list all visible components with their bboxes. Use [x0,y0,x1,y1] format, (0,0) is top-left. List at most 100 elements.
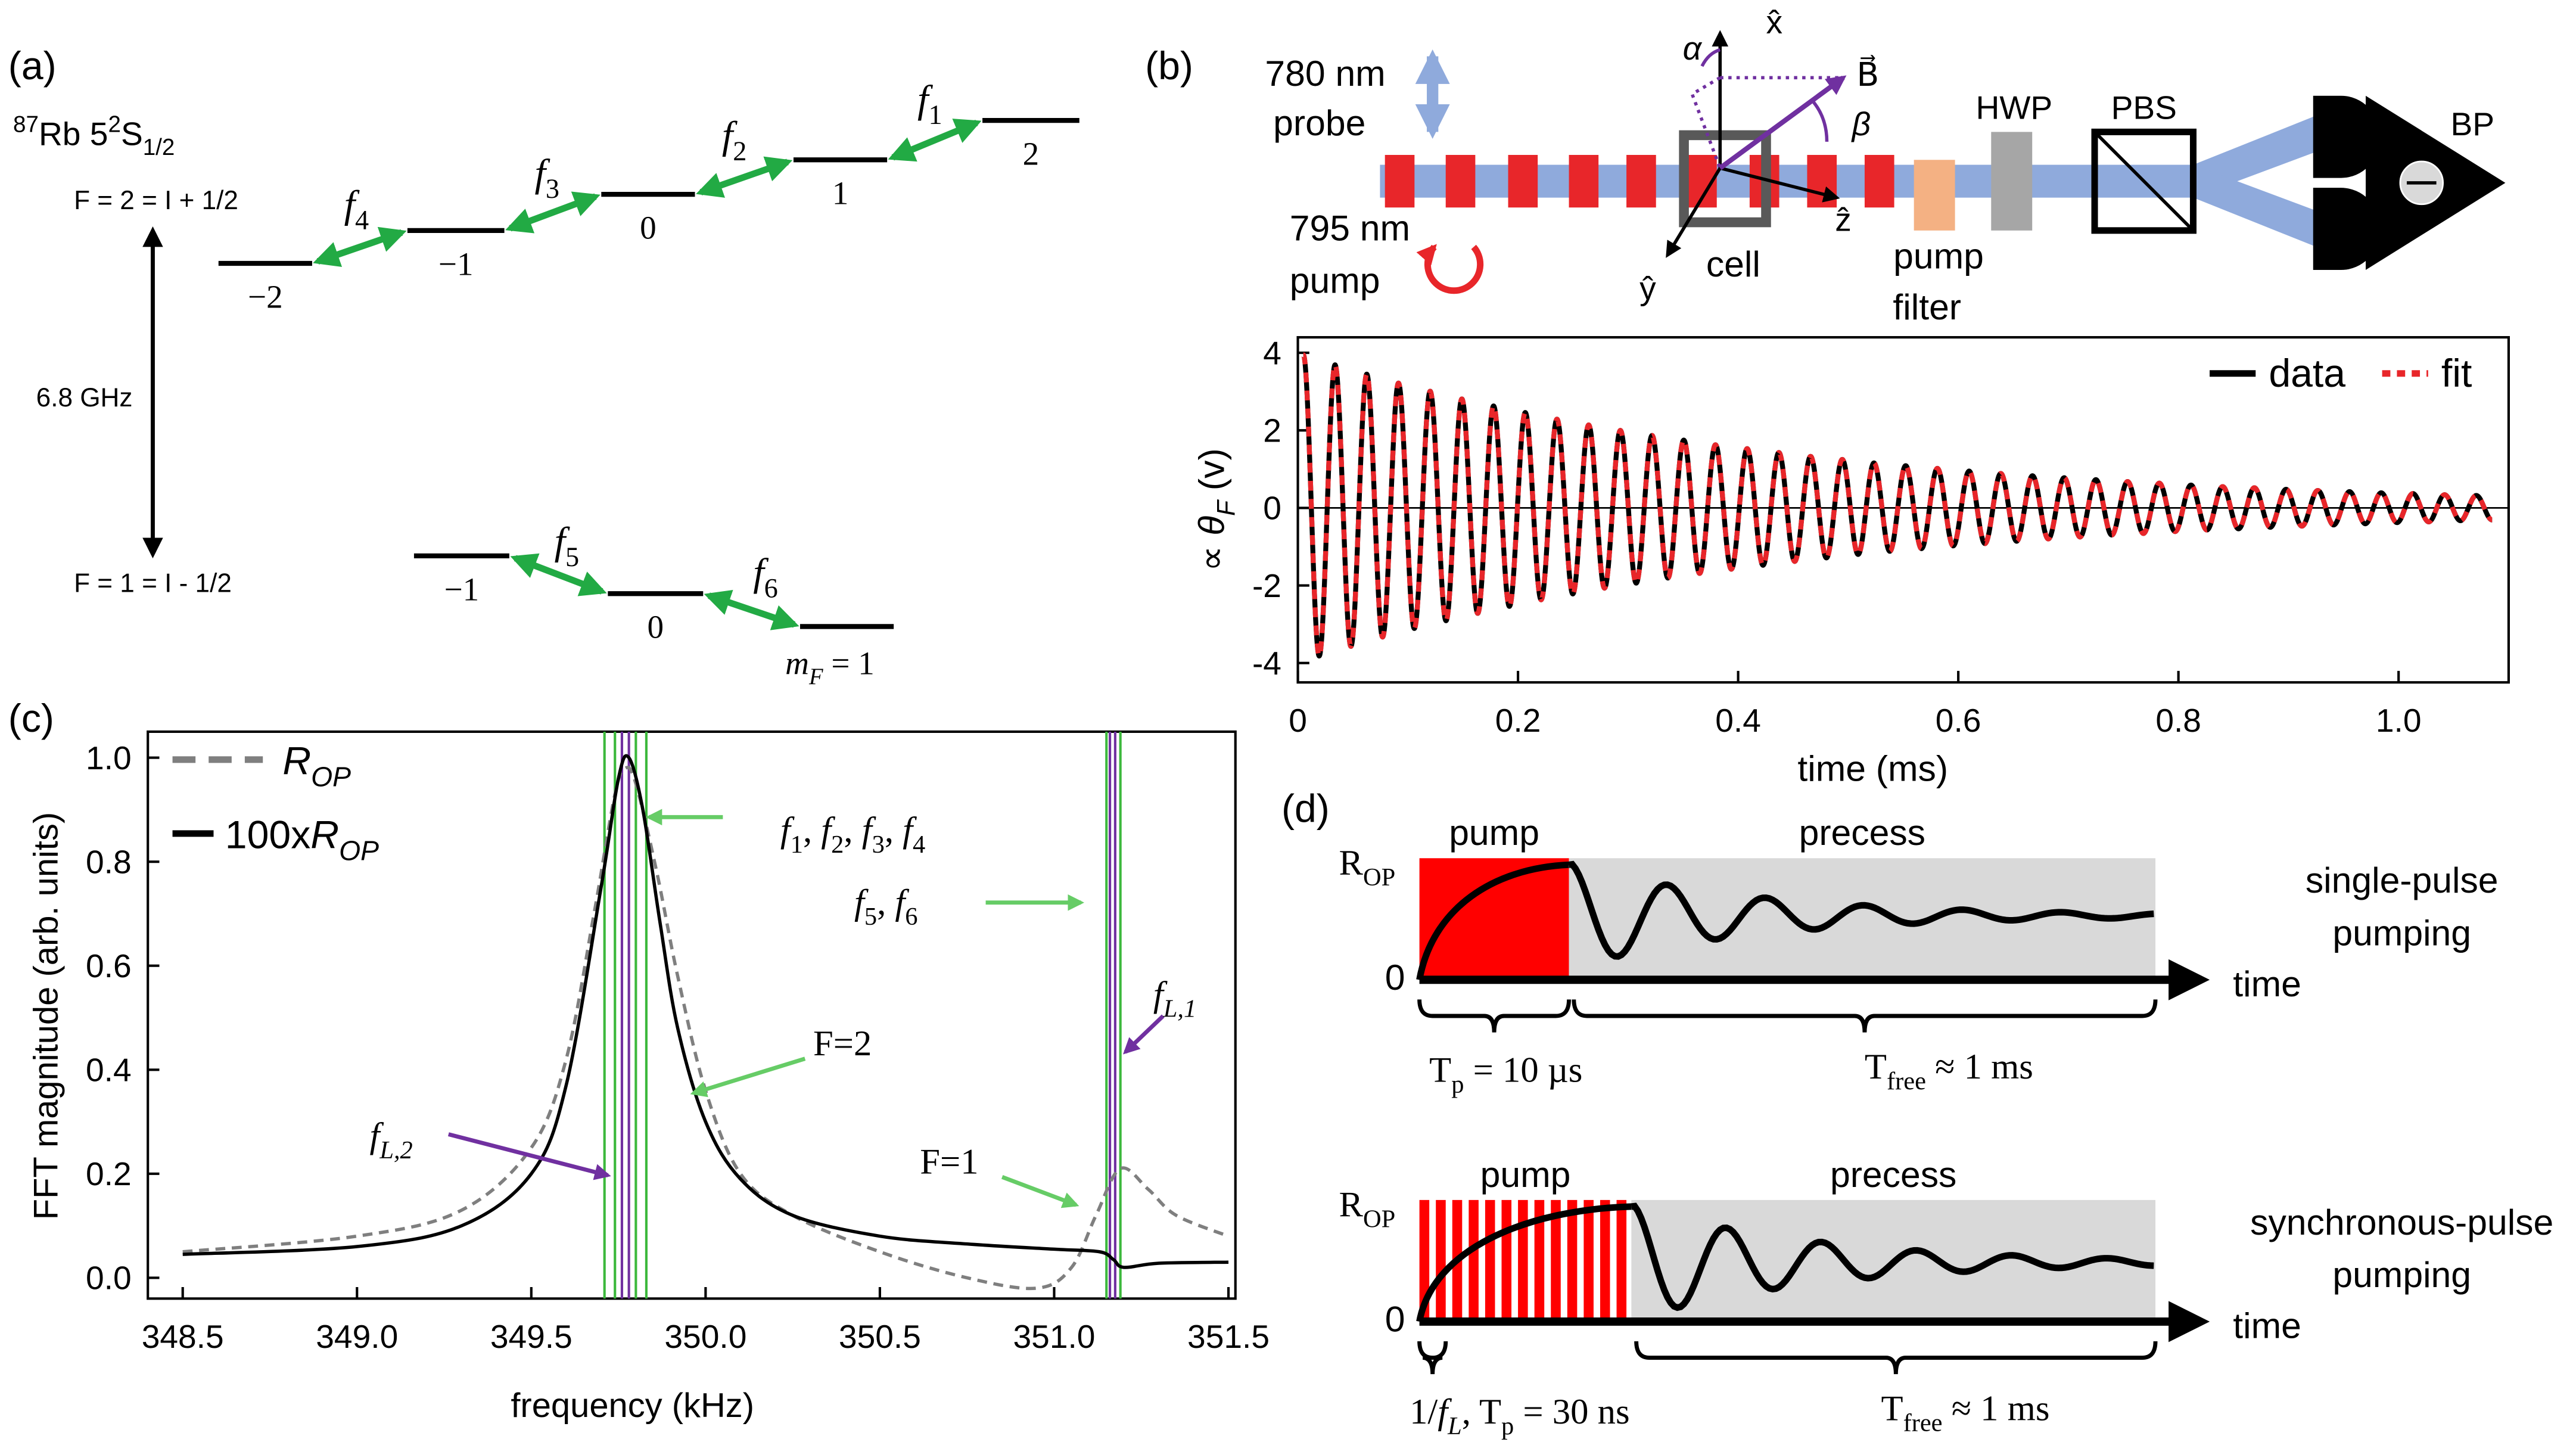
legend-label: 100xROP [225,813,379,866]
field-vector [1718,75,1847,170]
x-tick-label: 348.5 [142,1318,224,1355]
annotation-arrow [447,1132,611,1180]
x-tick-label: 0 [1289,702,1307,739]
precess-window [1569,858,2156,980]
text-run: 1/ [1410,1392,1438,1432]
panel-label: (d) [1281,787,1330,831]
precession-curve [1631,1202,2154,1312]
text-run: 3 [546,174,559,204]
annotation-arrow [1001,1175,1079,1208]
probe-label: 780 nm [1265,53,1385,94]
y-tick-label: 0.0 [86,1260,132,1297]
pump-pulses [1385,154,1894,208]
pump-label: pump [1480,1154,1571,1195]
text-run: 5 [565,542,579,573]
text-run: 5 [864,903,877,931]
y-axis-label: ROP [1339,1185,1395,1233]
annotation: F=1 [920,1142,978,1182]
axis-y [1666,167,1722,258]
photodiode [2313,188,2381,271]
text-run: R [310,813,339,857]
axis-z [1719,166,1840,203]
field-label: B⃗ [1857,55,1880,93]
transition-label: f1 [917,77,942,130]
text-run: L,2 [379,1136,412,1164]
y-tick-label: 0.2 [86,1155,132,1192]
beam-splitter-diagonal [2093,130,2195,232]
pulse-duration: Tp = 10 µs [1429,1050,1582,1098]
y-axis-label: ∝ θF (v) [1191,448,1240,571]
pump-pulse [1864,154,1894,208]
zero-label: 0 [1385,957,1405,997]
precession-curve [1568,860,2154,960]
photodiode [2313,95,2381,178]
y-tick-label: 2 [1263,412,1281,449]
brace [1417,1341,1448,1375]
text-run: Rb 5 [39,115,108,152]
angle-arc [1700,48,1721,67]
manifold-label: F = 1 = I - 1/2 [74,569,232,598]
pump-window [1419,858,1569,980]
beam [2193,164,2317,247]
x-tick-label: 350.5 [839,1318,921,1355]
text-run: ≈ 1 ms [1926,1047,2033,1087]
x-tick-label: 349.0 [316,1318,398,1355]
probe-beam [1380,164,2194,198]
level-label: −2 [248,278,283,315]
y-tick-label: 0 [1263,490,1281,527]
text-run: L [1447,1412,1462,1440]
annotation-arrow [1123,1014,1165,1055]
text-run: , [885,810,903,850]
x-axis-label: frequency (kHz) [511,1387,754,1425]
y-tick-label: -4 [1252,645,1281,682]
pump-pulse [1534,1199,1545,1322]
text-run: 100x [225,813,311,857]
text-run: T [1429,1050,1451,1090]
y-tick-label: 0.8 [86,843,132,880]
y-tick-label: 4 [1263,334,1281,371]
level-label: 0 [640,210,657,246]
plot-frame [147,730,1237,1300]
pump-pulse [1385,154,1415,208]
text-run: θ [1191,516,1231,536]
pump-pulse [1469,1199,1479,1322]
x-tick-label: 0.6 [1936,702,1981,739]
angle-label: α [1683,30,1703,67]
spectrum-line [182,766,1230,1291]
x-tick-label: 350.0 [664,1318,746,1355]
x-tick-label: 349.5 [490,1318,573,1355]
level-label: −1 [438,245,474,282]
text-run: 2 [108,111,120,137]
atom-label: 87Rb 52S1/2 [13,111,175,160]
caption: single-pulse [2306,860,2499,900]
pump-pulse [1485,1199,1495,1322]
text-run: 3 [872,831,885,859]
x-tick-label: 0.4 [1715,702,1761,739]
level-label: −1 [444,571,480,607]
y-tick-label: 0.4 [86,1052,132,1089]
y-tick-label: 1.0 [86,739,132,776]
panel-label: (a) [8,44,57,88]
probe-label: probe [1273,102,1365,143]
annotation-arrow [690,1056,806,1098]
level-label: 0 [648,609,664,645]
free-duration: Tfree ≈ 1 ms [1865,1047,2033,1095]
text-run: T [1865,1047,1887,1087]
detector-label: BP [2450,105,2494,142]
cell-label: cell [1706,244,1760,284]
text-run: 2 [831,831,844,859]
pump-pulse [1616,1199,1627,1322]
pump-pulse [1508,154,1538,208]
axis-label: ŷ [1639,270,1656,307]
zero-label: 0 [1385,1298,1405,1339]
x-tick-label: 0.2 [1495,702,1541,739]
text-run: R [1339,843,1363,883]
legend-label: ROP [282,739,351,793]
precess-label: precess [1830,1154,1956,1195]
text-run: p [1451,1071,1464,1099]
text-run: , [877,882,895,922]
pump-pulse [1807,154,1837,208]
text-run: , [844,810,861,850]
text-run: 2 [733,136,746,167]
